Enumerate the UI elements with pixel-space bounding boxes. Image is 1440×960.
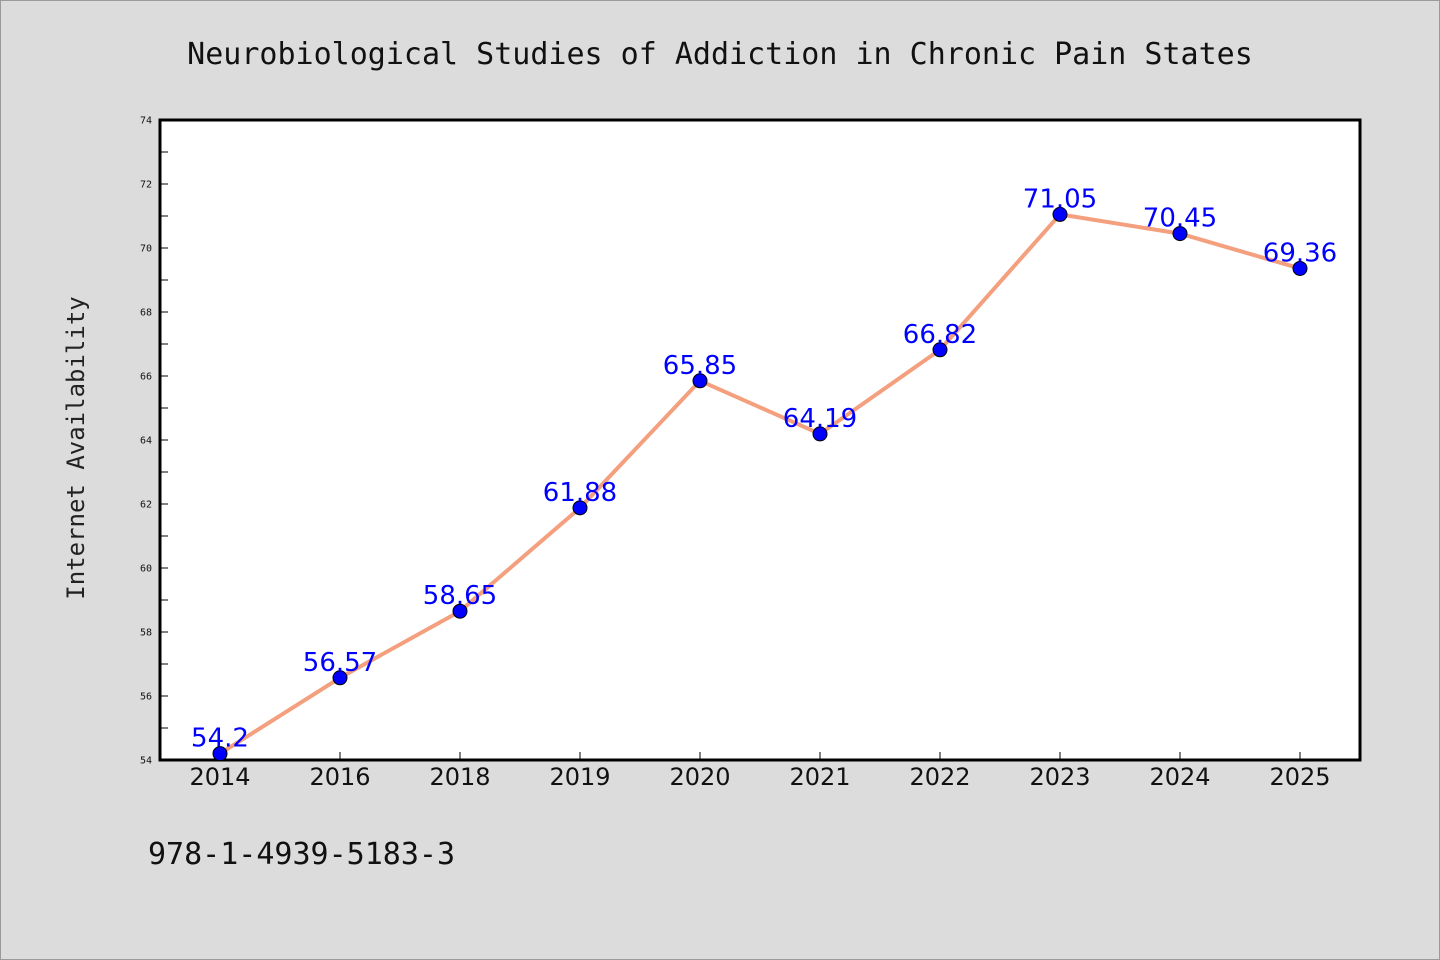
y-tick-label: 68: [140, 308, 152, 319]
data-label: 69.36: [1263, 238, 1337, 268]
data-point: [212, 746, 228, 762]
data-label: 61.88: [543, 478, 617, 508]
y-tick-label: 72: [140, 180, 152, 191]
data-label: 65.85: [663, 351, 737, 381]
y-axis-ticks: 54 56 58 60 62 64 66 68 70 72 74: [140, 116, 168, 767]
data-label: 64.19: [783, 404, 857, 434]
series-line: [218, 212, 1302, 756]
data-point: [452, 603, 468, 619]
y-tick-label: 54: [140, 756, 152, 767]
y-tick-label: 74: [140, 116, 152, 127]
series-line-group: [218, 212, 1302, 756]
data-point: [1292, 260, 1308, 276]
x-tick-label: 2019: [549, 763, 610, 791]
data-label: 70.45: [1143, 204, 1217, 234]
x-tick-label: 2018: [429, 763, 490, 791]
y-tick-label: 60: [140, 564, 152, 575]
data-point: [932, 342, 948, 358]
x-tick-label: 2021: [789, 763, 850, 791]
isbn-footer: 978-1-4939-5183-3: [148, 837, 455, 872]
x-tick-label: 2023: [1029, 763, 1090, 791]
x-axis-ticks: 2014 2016 2018 2019 2020 2021 2022 2023 2024 2025: [189, 752, 1331, 791]
y-tick-label: 70: [140, 244, 152, 255]
data-point: [332, 670, 348, 686]
data-label: 56.57: [303, 648, 377, 678]
x-tick-label: 2020: [669, 763, 730, 791]
series-points-group: [212, 206, 1308, 762]
data-point: [692, 373, 708, 389]
data-label: 58.65: [423, 581, 497, 611]
y-tick-label: 56: [140, 692, 152, 703]
chart-title: Neurobiological Studies of Addiction in …: [187, 37, 1253, 72]
x-tick-label: 2016: [309, 763, 370, 791]
y-axis-label: Internet Availability: [62, 296, 90, 599]
data-point: [812, 426, 828, 442]
data-point: [1172, 226, 1188, 242]
plot-area: [158, 118, 1362, 762]
data-label: 54.2: [191, 724, 249, 754]
data-label: 66.82: [903, 320, 977, 350]
data-point: [1052, 206, 1068, 222]
y-tick-label: 66: [140, 372, 152, 383]
y-tick-label: 62: [140, 500, 152, 511]
x-tick-label: 2014: [189, 763, 250, 791]
y-tick-label: 64: [140, 436, 152, 447]
data-label: 71.05: [1023, 184, 1097, 214]
data-labels-group: 54.2 56.57 58.65 61.88 65.85 64.19 66.82 71.05 7…: [191, 184, 1337, 753]
data-point: [572, 500, 588, 516]
x-tick-label: 2024: [1149, 763, 1210, 791]
x-tick-label: 2022: [909, 763, 970, 791]
y-tick-label: 58: [140, 628, 152, 639]
x-tick-label: 2025: [1269, 763, 1330, 791]
